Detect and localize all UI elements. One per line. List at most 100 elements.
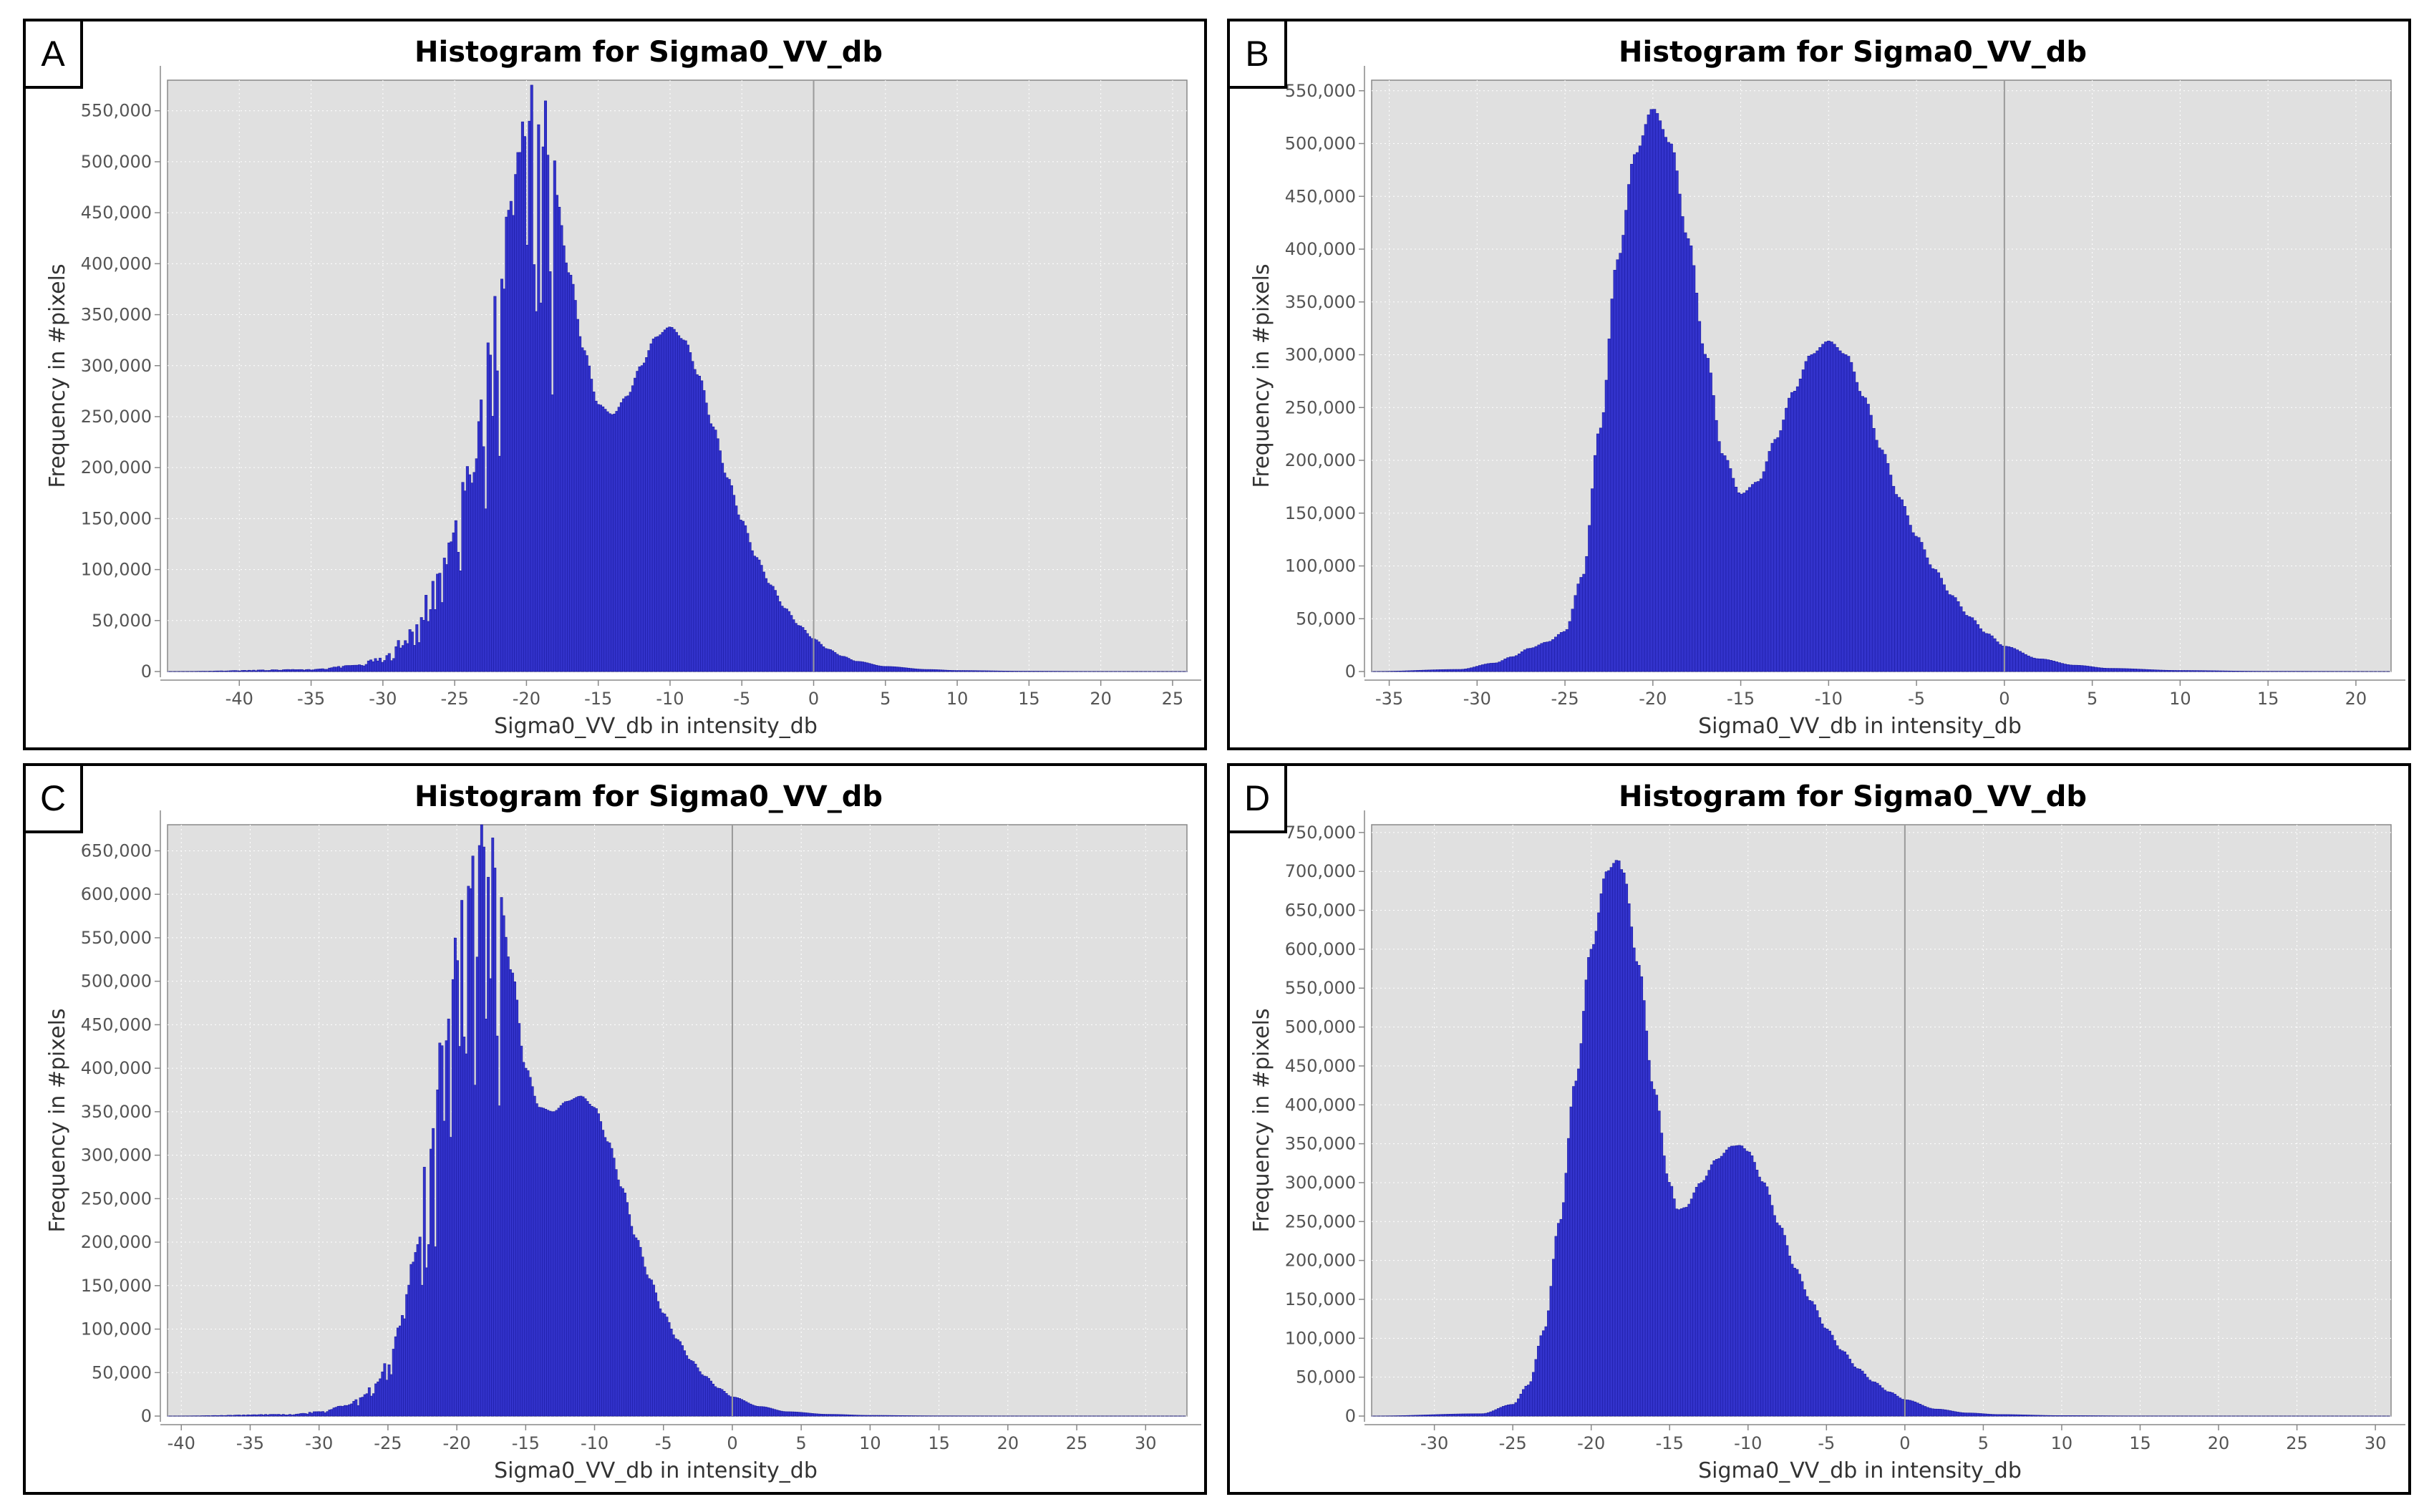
histogram-bar — [1700, 1182, 1704, 1417]
histogram-bar — [1512, 656, 1516, 672]
histogram-bar — [1956, 601, 1960, 672]
y-tick-label: 750,000 — [1285, 823, 1356, 843]
histogram-bar — [1642, 1000, 1646, 1417]
histogram-bar — [1705, 1176, 1709, 1417]
histogram-bar — [518, 152, 522, 672]
histogram-bar — [624, 396, 628, 672]
y-tick-label: 200,000 — [1285, 1251, 1356, 1271]
histogram-bar — [1821, 344, 1825, 672]
histogram-bar — [2074, 664, 2078, 672]
histogram-bar — [415, 624, 419, 672]
histogram-bar — [1926, 1407, 1929, 1417]
histogram-bar — [2074, 1415, 2078, 1417]
histogram-bar — [1727, 1147, 1731, 1417]
histogram-bar — [1654, 1095, 1659, 1417]
histogram-bar — [1624, 883, 1629, 1417]
histogram-bar — [923, 669, 926, 672]
histogram-bar — [1540, 643, 1544, 672]
histogram-bar — [1775, 1222, 1779, 1417]
histogram-bar — [794, 623, 797, 672]
histogram-bar — [1458, 669, 1463, 672]
histogram-bar — [1898, 1397, 1902, 1417]
histogram-bar — [1938, 1409, 1942, 1417]
histogram-bar — [668, 326, 672, 672]
histogram-bar — [1667, 1182, 1671, 1417]
histogram-bar — [1554, 636, 1558, 672]
histogram-bar — [1559, 1218, 1563, 1417]
histogram-bar — [1989, 635, 1994, 672]
histogram-bar — [1700, 343, 1705, 672]
histogram-bar — [1827, 341, 1831, 672]
chart-title: Histogram for Sigma0_VV_db — [1619, 36, 2087, 69]
histogram-panel-c: C Histogram for Sigma0_VV_db 0 50,000 100,0… — [23, 763, 1207, 1495]
histogram-bar — [273, 669, 276, 672]
y-tick-label: 100,000 — [81, 560, 152, 580]
histogram-bar — [1524, 1385, 1528, 1417]
histogram-bar — [1455, 669, 1460, 672]
histogram-bar — [1495, 662, 1499, 672]
histogram-bar — [1795, 386, 1800, 672]
histogram-bar — [1740, 493, 1744, 672]
histogram-bar — [1697, 321, 1702, 672]
histogram-bar — [2080, 665, 2084, 672]
histogram-bar — [1479, 1413, 1483, 1417]
histogram-bar — [957, 670, 961, 672]
histogram-bar — [2189, 670, 2193, 672]
histogram-bar — [1790, 392, 1794, 672]
histogram-bar — [2059, 1415, 2062, 1417]
histogram-bar — [1785, 1245, 1789, 1417]
histogram-bar — [2046, 659, 2050, 672]
histogram-bar — [1592, 944, 1596, 1417]
histogram-bar — [1607, 870, 1611, 1417]
histogram-bar — [1830, 341, 1833, 672]
histogram-bar — [1981, 1413, 1984, 1417]
histogram-bar — [860, 662, 864, 672]
y-tick-label: 500,000 — [81, 971, 152, 992]
histogram-bar — [1918, 1403, 1922, 1417]
histogram-bar — [1413, 670, 1417, 672]
histogram-bar — [2105, 668, 2109, 672]
histogram-bar — [2079, 1415, 2083, 1417]
x-tick-label: -10 — [581, 1433, 609, 1453]
histogram-bar — [429, 609, 432, 672]
histogram-bar — [866, 662, 869, 672]
histogram-bar — [236, 670, 239, 672]
histogram-bar — [1876, 1382, 1879, 1417]
histogram-bar — [309, 669, 313, 672]
x-tick-label: 0 — [1999, 689, 2009, 709]
histogram-bar — [927, 669, 931, 672]
histogram-bar — [562, 245, 566, 672]
histogram-bar — [895, 667, 898, 672]
y-tick-label: 650,000 — [81, 840, 152, 861]
histogram-bar — [1579, 577, 1584, 672]
x-tick-label: -10 — [656, 689, 684, 709]
histogram-bar — [1953, 1411, 1957, 1417]
histogram-bar — [578, 336, 582, 672]
histogram-bar — [727, 479, 731, 672]
panel-label-b: B — [1230, 21, 1287, 89]
histogram-bar — [1478, 665, 1482, 672]
histogram-bar — [1652, 1089, 1656, 1417]
histogram-bar — [1941, 1409, 1944, 1417]
histogram-bar — [877, 665, 881, 672]
histogram-bar — [682, 339, 685, 672]
histogram-bar — [1846, 1354, 1849, 1417]
histogram-bar — [856, 661, 860, 672]
x-tick-label: -30 — [1420, 1433, 1448, 1453]
histogram-bar — [503, 289, 506, 672]
histogram-bar — [918, 669, 922, 672]
histogram-bar — [971, 670, 974, 672]
histogram-bar — [583, 350, 586, 672]
histogram-bar — [1715, 1159, 1719, 1417]
histogram-bar — [1621, 235, 1626, 672]
histogram-bar — [590, 379, 593, 672]
histogram-bar — [1925, 557, 1929, 672]
histogram-bar — [944, 669, 947, 672]
histogram-bar — [543, 100, 547, 672]
histogram-bar — [883, 666, 887, 672]
histogram-bar — [330, 667, 334, 672]
histogram-bar — [1674, 170, 1679, 672]
histogram-bar — [468, 474, 472, 672]
histogram-bar — [2006, 1414, 2009, 1417]
histogram-bar — [921, 669, 924, 672]
